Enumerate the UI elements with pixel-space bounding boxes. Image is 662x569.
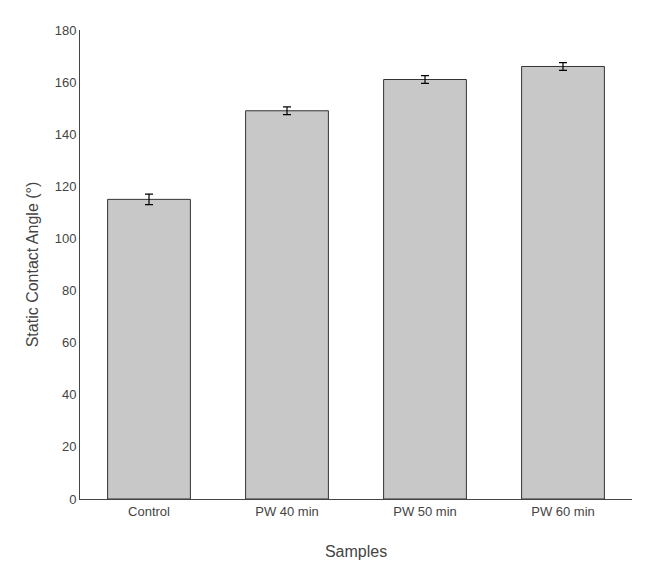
svg-text:160: 160 <box>55 75 77 90</box>
svg-text:80: 80 <box>62 283 76 298</box>
svg-text:Samples: Samples <box>325 543 387 560</box>
svg-text:PW 60 min: PW 60 min <box>531 504 595 519</box>
svg-text:40: 40 <box>62 387 76 402</box>
svg-text:60: 60 <box>62 335 76 350</box>
svg-text:0: 0 <box>69 492 76 507</box>
svg-text:Static Contact Angle (°): Static Contact Angle (°) <box>24 182 41 348</box>
svg-text:140: 140 <box>55 127 77 142</box>
svg-text:PW 50 min: PW 50 min <box>393 504 457 519</box>
svg-text:Control: Control <box>128 504 170 519</box>
svg-text:120: 120 <box>55 179 77 194</box>
svg-text:180: 180 <box>55 23 77 38</box>
svg-text:20: 20 <box>62 439 76 454</box>
svg-text:100: 100 <box>55 231 77 246</box>
svg-text:PW 40 min: PW 40 min <box>255 504 319 519</box>
